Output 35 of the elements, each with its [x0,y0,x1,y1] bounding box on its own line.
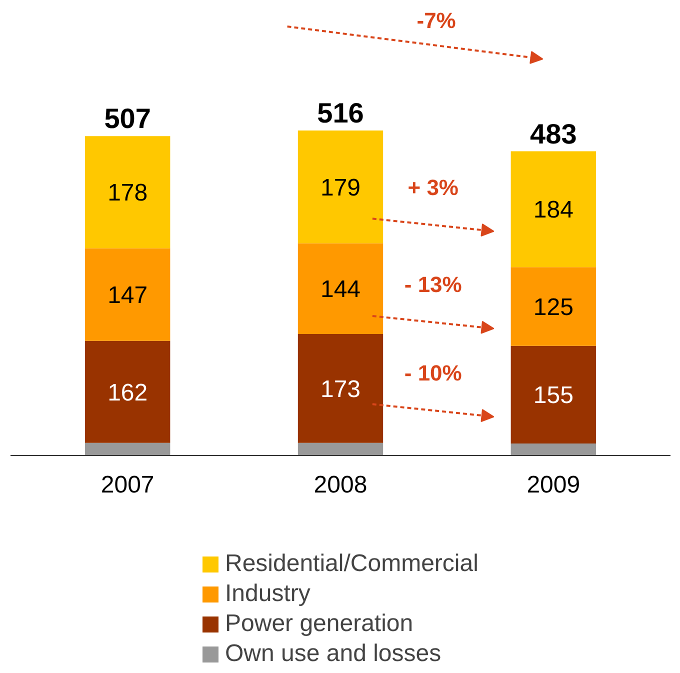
data-label: 184 [533,196,574,224]
data-label: 147 [108,282,148,310]
legend-label: Own use and losses [225,640,442,668]
bar [510,151,596,268]
data-label: 125 [533,294,574,322]
bar [298,243,384,334]
annotation: + 3% [408,174,458,200]
total-label: 516 [317,98,364,128]
text: -7% [416,8,456,33]
data-label: 179 [320,174,361,202]
bar [85,136,170,248]
bar [85,248,170,341]
x-tick-label: 2008 [314,472,368,498]
data-label: 178 [108,180,148,207]
bar [298,130,384,244]
bar [85,340,170,443]
data-label: 155 [533,382,574,410]
bar [510,346,596,444]
total-label: 483 [530,118,577,150]
data-label: 144 [320,276,361,304]
bar [85,442,170,456]
x-tick-label: 2007 [100,472,154,498]
data-label: 162 [108,379,148,406]
x-tick-label: 2009 [526,472,580,498]
annotation: - 10% [404,360,462,386]
annotation: - 13% [404,272,462,298]
total-label: 507 [104,103,151,134]
legend-label: Residential/Commercial [225,550,478,578]
bar [298,334,384,443]
legend-label: Industry [225,580,310,608]
bar [510,444,596,456]
data-label: 173 [320,376,361,403]
bar [298,442,384,456]
bar [510,267,596,346]
legend-label: Power generation [225,610,414,638]
